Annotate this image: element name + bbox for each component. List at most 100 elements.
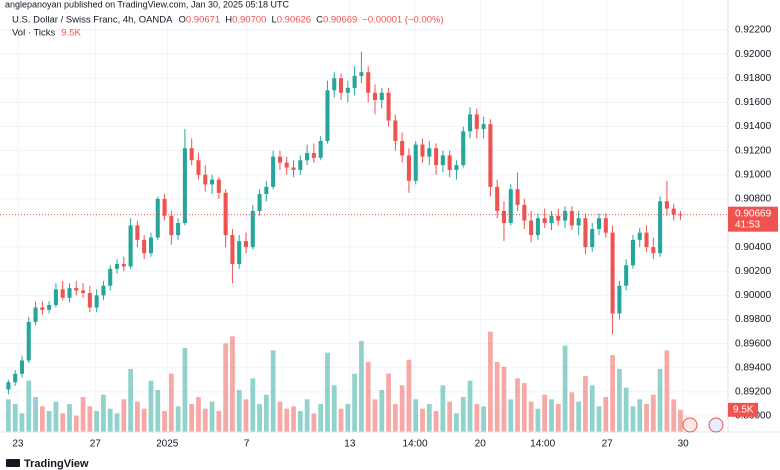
volume-bar bbox=[270, 350, 276, 432]
y-tick-label: 0.91200 bbox=[735, 145, 772, 156]
volume-bar bbox=[263, 394, 269, 432]
volume-bar bbox=[148, 380, 154, 432]
candle-body bbox=[196, 160, 201, 175]
candle-body bbox=[216, 179, 221, 193]
volume-bar bbox=[101, 394, 106, 432]
candle-body bbox=[162, 198, 167, 216]
candle-body bbox=[318, 140, 323, 158]
candle-body bbox=[366, 72, 371, 93]
volume-bar bbox=[87, 406, 93, 432]
candle-body bbox=[339, 78, 344, 93]
candle-body bbox=[6, 382, 11, 390]
volume-bar bbox=[488, 331, 493, 432]
volume-bar bbox=[467, 380, 473, 432]
volume-bar bbox=[243, 399, 249, 432]
candle-body bbox=[630, 239, 635, 266]
volume-bar bbox=[542, 394, 548, 432]
volume-bar bbox=[644, 404, 649, 432]
volume-bar bbox=[196, 397, 201, 432]
volume-bar bbox=[583, 376, 588, 432]
volume-bar bbox=[331, 385, 337, 432]
volume-bar bbox=[481, 406, 486, 432]
volume-bar bbox=[6, 399, 11, 432]
volume-bar bbox=[352, 373, 357, 432]
volume-bar bbox=[182, 348, 188, 432]
volume-bar bbox=[291, 406, 296, 432]
legend-value: 0.90671 bbox=[186, 15, 220, 26]
volume-title: Vol · Ticks bbox=[12, 28, 56, 39]
volume-bar bbox=[657, 369, 663, 432]
candle-body bbox=[298, 160, 303, 170]
candle-body bbox=[230, 235, 235, 265]
volume-bar bbox=[114, 413, 120, 432]
volume-bar bbox=[311, 413, 317, 432]
candle-body bbox=[406, 155, 411, 181]
volume-bar bbox=[630, 406, 636, 432]
candle-body bbox=[413, 144, 418, 181]
candle-body bbox=[345, 87, 350, 93]
x-tick-label: 30 bbox=[678, 439, 690, 450]
candle-body bbox=[40, 307, 45, 310]
volume-bar bbox=[420, 408, 425, 432]
candle-body bbox=[223, 192, 228, 236]
candle-body bbox=[128, 225, 133, 267]
volume-bar bbox=[508, 399, 514, 432]
volume-bar bbox=[576, 401, 582, 432]
volume-bar bbox=[494, 362, 500, 432]
candle-body bbox=[277, 156, 282, 163]
candle-body bbox=[644, 232, 649, 248]
x-tick-label: 7 bbox=[244, 439, 250, 450]
volume-bar bbox=[155, 390, 161, 432]
last-price-tag bbox=[728, 206, 778, 232]
x-tick-label: 14:00 bbox=[403, 439, 428, 450]
candle-body bbox=[135, 225, 140, 240]
candle-body bbox=[148, 237, 153, 254]
volume-bar bbox=[202, 408, 208, 432]
candle-body bbox=[53, 289, 58, 306]
candle-body bbox=[563, 210, 568, 221]
candle-body bbox=[94, 295, 99, 308]
candle-body bbox=[624, 265, 629, 286]
candle-body bbox=[515, 189, 520, 205]
legend-key: L bbox=[271, 15, 276, 26]
volume-bar bbox=[359, 341, 364, 432]
brand: TradingView bbox=[6, 458, 89, 470]
volume-bar bbox=[121, 399, 127, 432]
y-tick-label: 0.90200 bbox=[735, 266, 772, 277]
volume-bar bbox=[80, 397, 86, 432]
volume-bar bbox=[535, 408, 541, 432]
candle-body bbox=[569, 210, 574, 226]
candle-body bbox=[461, 131, 466, 166]
event-icon[interactable] bbox=[682, 417, 698, 433]
candle-body bbox=[60, 289, 65, 298]
volume-tag-label: 9.5K bbox=[733, 404, 754, 415]
volume-bar bbox=[399, 385, 405, 432]
volume-bar bbox=[515, 378, 520, 432]
volume-bar bbox=[168, 373, 174, 432]
candle-body bbox=[522, 204, 527, 221]
x-tick-label: 27 bbox=[602, 439, 614, 450]
volume-bar bbox=[678, 409, 683, 432]
candle-body bbox=[664, 201, 669, 209]
volume-bar bbox=[664, 350, 670, 432]
candle-body bbox=[47, 305, 52, 310]
candle-body bbox=[393, 120, 398, 141]
candle-body bbox=[325, 90, 330, 141]
event-icon[interactable] bbox=[708, 417, 724, 433]
legend: U.S. Dollar / Swiss Franc, 4h, OANDA O 0.9… bbox=[12, 15, 444, 39]
author-line: anglepanoyan published on TradingView.co… bbox=[5, 0, 290, 9]
candle-body bbox=[535, 218, 540, 236]
axes: 0.92200 0.92000 0.91800 0.91600 0.91400 0.912… bbox=[12, 25, 778, 450]
volume-bar bbox=[365, 362, 371, 432]
volume-bar bbox=[603, 397, 609, 432]
candle-body bbox=[19, 360, 25, 374]
volume-bar bbox=[230, 336, 235, 432]
volume-bar bbox=[223, 343, 229, 432]
volume-bar bbox=[67, 404, 72, 432]
y-tick-label: 0.92000 bbox=[735, 49, 772, 60]
candle-body bbox=[508, 189, 513, 223]
legend-value: 0.90669 bbox=[323, 15, 357, 26]
candle-body bbox=[243, 241, 249, 248]
candle-body bbox=[169, 215, 174, 236]
